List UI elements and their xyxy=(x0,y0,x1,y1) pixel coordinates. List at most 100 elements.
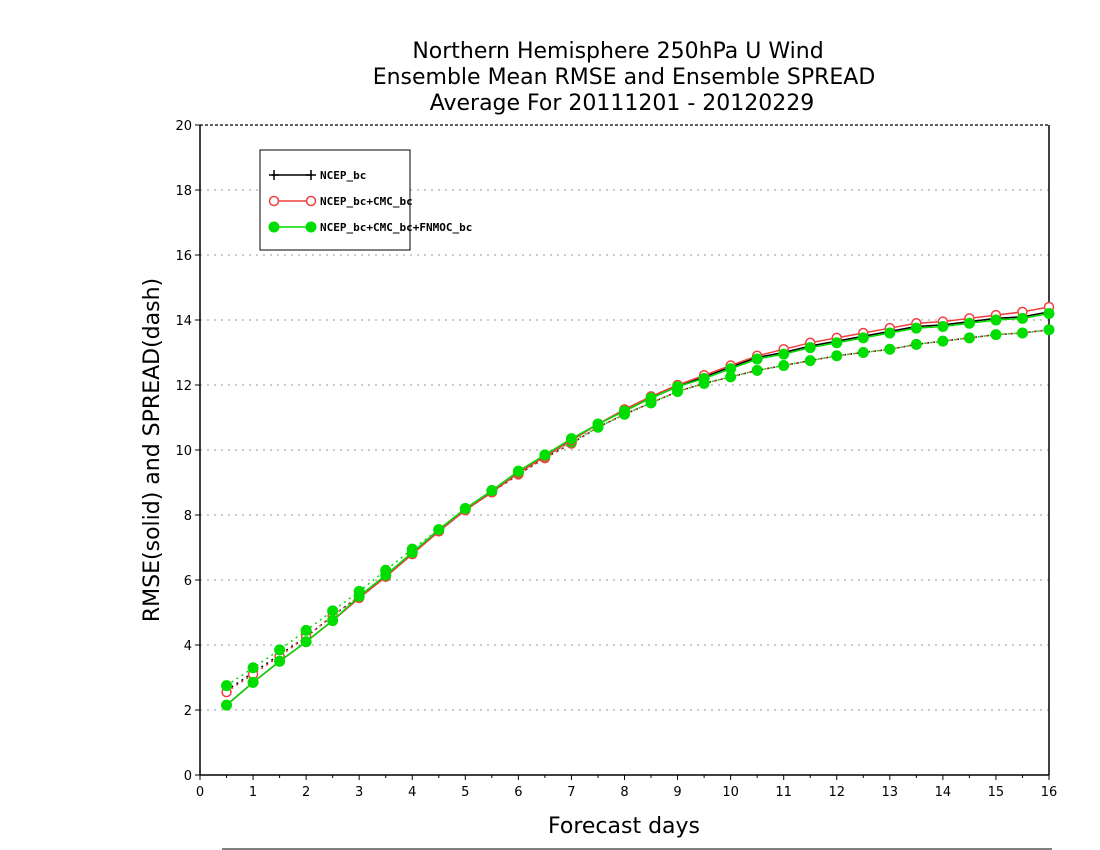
data-point xyxy=(672,381,684,393)
data-point xyxy=(857,347,869,358)
legend-box xyxy=(259,149,411,251)
series-spread-3 xyxy=(226,329,1050,692)
data-point xyxy=(910,322,922,334)
series-layer xyxy=(221,301,1055,711)
x-tick-label: 10 xyxy=(722,785,739,800)
data-point xyxy=(592,418,604,430)
series-rmse-1 xyxy=(221,301,1055,711)
data-point xyxy=(857,332,869,344)
data-point xyxy=(645,392,657,404)
data-point xyxy=(963,332,975,344)
data-point xyxy=(778,348,790,360)
legend-item: NCEP_bc xyxy=(269,169,366,182)
chart-title-line-1: Northern Hemisphere 250hPa U Wind xyxy=(412,39,823,64)
x-tick-label: 0 xyxy=(196,785,204,800)
chart-title-line-3: Average For 20111201 - 20120229 xyxy=(430,91,815,116)
data-point xyxy=(300,636,312,648)
y-ticks: 0 2 4 6 8 10 12 14 16 18 20 xyxy=(175,119,200,784)
y-tick-label: 2 xyxy=(184,704,192,719)
y-axis-label: RMSE(solid) and SPREAD(dash) xyxy=(140,278,165,622)
data-point xyxy=(247,662,259,674)
data-point xyxy=(327,605,339,617)
chart-title: Northern Hemisphere 250hPa U Wind Ensemb… xyxy=(373,39,876,116)
legend-label: NCEP_bc+CMC_bc+FNMOC_bc xyxy=(320,221,472,234)
data-point xyxy=(300,624,312,636)
data-point xyxy=(884,327,896,339)
x-tick-label: 16 xyxy=(1041,785,1058,800)
series-rmse-0 xyxy=(226,311,1050,706)
y-tick-label: 12 xyxy=(175,379,192,394)
data-point xyxy=(990,329,1002,341)
series-line xyxy=(226,329,1050,692)
x-tick-label: 7 xyxy=(567,785,575,800)
data-point xyxy=(963,317,975,329)
x-tick-label: 13 xyxy=(882,785,899,800)
series-spread-5 xyxy=(221,324,1055,692)
y-tick-label: 6 xyxy=(184,574,192,589)
legend-marker xyxy=(306,170,316,180)
series-rmse-2 xyxy=(221,308,1055,711)
data-point xyxy=(804,342,816,354)
data-point xyxy=(221,680,233,692)
chart-title-line-2: Ensemble Mean RMSE and Ensemble SPREAD xyxy=(373,65,876,90)
data-point xyxy=(274,655,286,667)
legend: NCEP_bc NCEP_bc+CMC_bc NCEP_bc+CMC_bc+FNMO… xyxy=(259,149,472,251)
data-point xyxy=(751,364,763,376)
series-line xyxy=(226,306,1050,706)
x-tick-label: 1 xyxy=(249,785,257,800)
y-tick-label: 20 xyxy=(175,119,192,134)
legend-marker xyxy=(305,221,317,233)
y-tick-label: 16 xyxy=(175,249,192,264)
legend-marker xyxy=(268,221,280,233)
x-tick-label: 9 xyxy=(673,785,681,800)
y-tick-label: 10 xyxy=(175,444,192,459)
data-point xyxy=(804,355,816,367)
data-point xyxy=(937,321,949,332)
x-tick-label: 2 xyxy=(302,785,310,800)
data-point xyxy=(539,449,551,461)
y-tick-label: 18 xyxy=(175,184,192,199)
data-point xyxy=(751,353,763,365)
x-tick-label: 6 xyxy=(514,785,522,800)
x-tick-label: 3 xyxy=(355,785,363,800)
x-axis-label: Forecast days xyxy=(548,814,700,839)
legend-label: NCEP_bc xyxy=(320,169,366,182)
data-point xyxy=(990,314,1002,326)
data-point xyxy=(247,676,259,688)
legend-marker xyxy=(268,195,280,207)
data-point xyxy=(565,433,577,445)
data-point xyxy=(380,569,392,581)
data-point xyxy=(459,503,471,514)
data-point xyxy=(831,350,843,362)
x-tick-label: 5 xyxy=(461,785,469,800)
series-line xyxy=(226,329,1050,693)
y-tick-label: 0 xyxy=(184,769,192,784)
legend-label: NCEP_bc+CMC_bc xyxy=(320,195,413,208)
series-spread-4 xyxy=(221,324,1055,698)
legend-item: NCEP_bc+CMC_bc xyxy=(268,195,413,208)
legend-item: NCEP_bc+CMC_bc+FNMOC_bc xyxy=(268,221,472,234)
data-point xyxy=(1016,312,1028,324)
data-point xyxy=(353,590,365,602)
data-point xyxy=(512,465,524,477)
data-point xyxy=(831,337,843,349)
x-tick-label: 15 xyxy=(988,785,1005,800)
data-point xyxy=(486,485,498,497)
legend-marker xyxy=(305,195,317,207)
legend-marker xyxy=(269,170,279,180)
x-tick-label: 12 xyxy=(828,785,845,800)
data-point xyxy=(698,373,710,384)
data-point xyxy=(910,338,922,350)
data-point xyxy=(884,343,896,355)
x-ticks: 0 1 2 3 4 5 6 7 8 9 10 11 12 13 14 15 16 xyxy=(196,775,1057,800)
data-point xyxy=(274,644,286,656)
series-line xyxy=(226,311,1050,706)
data-point xyxy=(1043,324,1055,336)
data-point xyxy=(725,363,737,375)
data-point xyxy=(406,546,418,558)
gridlines xyxy=(200,189,1049,711)
data-point xyxy=(327,615,339,627)
data-point xyxy=(619,405,630,417)
series-line xyxy=(226,329,1050,687)
